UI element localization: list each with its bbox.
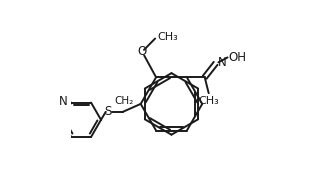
Text: CH₂: CH₂: [114, 96, 134, 106]
Text: S: S: [105, 105, 112, 118]
Text: N: N: [59, 95, 67, 108]
Text: O: O: [138, 45, 147, 58]
Text: OH: OH: [228, 51, 246, 64]
Text: CH₃: CH₃: [157, 32, 178, 42]
Text: CH₃: CH₃: [198, 96, 219, 106]
Text: N: N: [217, 56, 226, 69]
